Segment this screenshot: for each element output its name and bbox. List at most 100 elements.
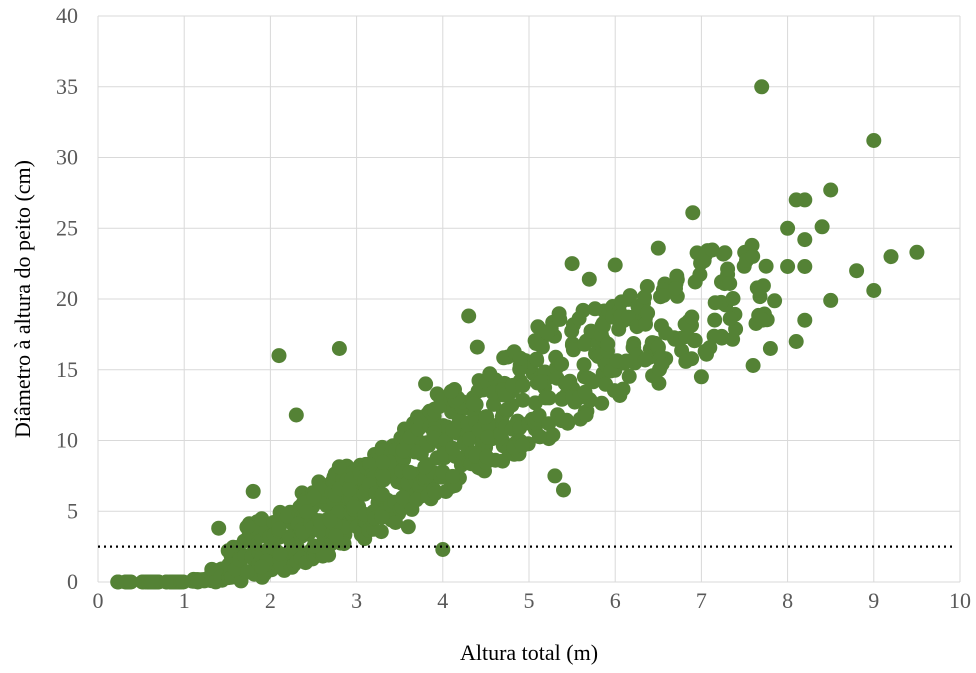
data-point <box>375 468 391 483</box>
data-point <box>240 519 256 534</box>
data-point <box>547 468 563 484</box>
data-point <box>331 341 347 356</box>
data-point <box>461 431 477 447</box>
data-point <box>577 384 593 400</box>
data-point <box>515 392 531 408</box>
data-point <box>529 351 544 367</box>
data-point <box>240 564 255 580</box>
data-point <box>532 374 548 390</box>
x-tick-label: 8 <box>782 588 793 613</box>
data-point <box>722 276 738 291</box>
data-point <box>578 407 594 423</box>
data-point <box>611 321 627 337</box>
data-point <box>788 192 804 208</box>
data-point <box>699 346 714 362</box>
data-point <box>571 311 587 326</box>
y-tick-labels: 0 5 10 15 20 25 30 35 40 <box>56 3 78 594</box>
data-point <box>744 237 760 253</box>
data-point <box>745 358 761 373</box>
data-point <box>316 547 332 563</box>
data-point <box>762 341 778 356</box>
data-point <box>668 281 683 296</box>
data-point <box>607 257 623 273</box>
data-point <box>288 407 304 423</box>
data-point <box>823 292 839 308</box>
data-point <box>883 249 899 265</box>
data-point <box>306 489 322 505</box>
data-point <box>658 325 674 341</box>
data-point <box>621 368 637 384</box>
y-tick-label: 15 <box>56 357 78 382</box>
data-point <box>331 459 347 475</box>
data-point <box>797 312 813 328</box>
data-point <box>622 288 638 304</box>
data-point <box>557 376 573 391</box>
data-point <box>556 482 571 498</box>
data-point <box>618 353 634 369</box>
x-tick-label: 7 <box>696 588 707 613</box>
data-point <box>515 378 530 394</box>
data-point <box>707 295 723 311</box>
data-point <box>755 278 771 294</box>
y-tick-label: 35 <box>56 74 78 99</box>
x-axis-title: Altura total (m) <box>460 640 598 665</box>
data-point <box>600 336 616 352</box>
data-point <box>637 352 653 368</box>
data-point <box>587 301 603 317</box>
data-point <box>388 515 403 530</box>
data-point <box>823 182 839 198</box>
y-tick-label: 40 <box>56 3 78 28</box>
data-point <box>110 574 126 590</box>
data-point <box>254 559 270 575</box>
data-point <box>272 546 288 562</box>
data-point <box>539 325 555 341</box>
data-point <box>767 293 783 309</box>
x-tick-label: 3 <box>351 588 362 613</box>
data-point <box>402 464 418 480</box>
x-tick-label: 1 <box>179 588 190 613</box>
data-point <box>788 334 804 349</box>
x-tick-labels: 0 1 2 3 4 5 6 7 8 9 10 <box>93 588 972 613</box>
x-tick-label: 10 <box>949 588 971 613</box>
data-point <box>755 312 771 328</box>
data-point <box>322 513 338 529</box>
x-tick-label: 0 <box>93 588 104 613</box>
y-tick-label: 25 <box>56 215 78 240</box>
data-point <box>722 311 738 327</box>
data-point <box>465 396 481 412</box>
data-point <box>443 384 459 399</box>
data-point <box>720 261 736 277</box>
data-point <box>797 259 813 274</box>
data-point <box>685 205 701 221</box>
data-point <box>577 336 592 352</box>
data-point <box>754 79 770 95</box>
data-point <box>650 240 666 256</box>
data-point <box>245 483 261 499</box>
x-tick-label: 4 <box>437 588 448 613</box>
data-point <box>849 263 865 279</box>
data-point <box>271 348 287 364</box>
y-tick-label: 20 <box>56 286 78 311</box>
data-point <box>780 259 796 274</box>
data-point <box>445 440 461 456</box>
y-tick-label: 10 <box>56 428 78 453</box>
data-point <box>531 429 547 445</box>
data-point <box>554 413 569 429</box>
data-point <box>640 305 656 321</box>
data-point <box>814 219 830 235</box>
data-point <box>545 427 561 443</box>
x-tick-label: 5 <box>524 588 535 613</box>
data-point <box>375 486 390 502</box>
data-point <box>534 339 550 355</box>
data-point <box>637 289 652 305</box>
data-point <box>299 504 315 520</box>
data-point <box>254 511 270 527</box>
data-point <box>400 519 416 535</box>
data-point <box>435 542 451 557</box>
data-point <box>866 283 882 298</box>
x-tick-label: 9 <box>868 588 879 613</box>
data-point <box>797 232 813 248</box>
x-tick-label: 6 <box>610 588 621 613</box>
data-point <box>564 256 580 272</box>
data-point <box>706 328 722 344</box>
